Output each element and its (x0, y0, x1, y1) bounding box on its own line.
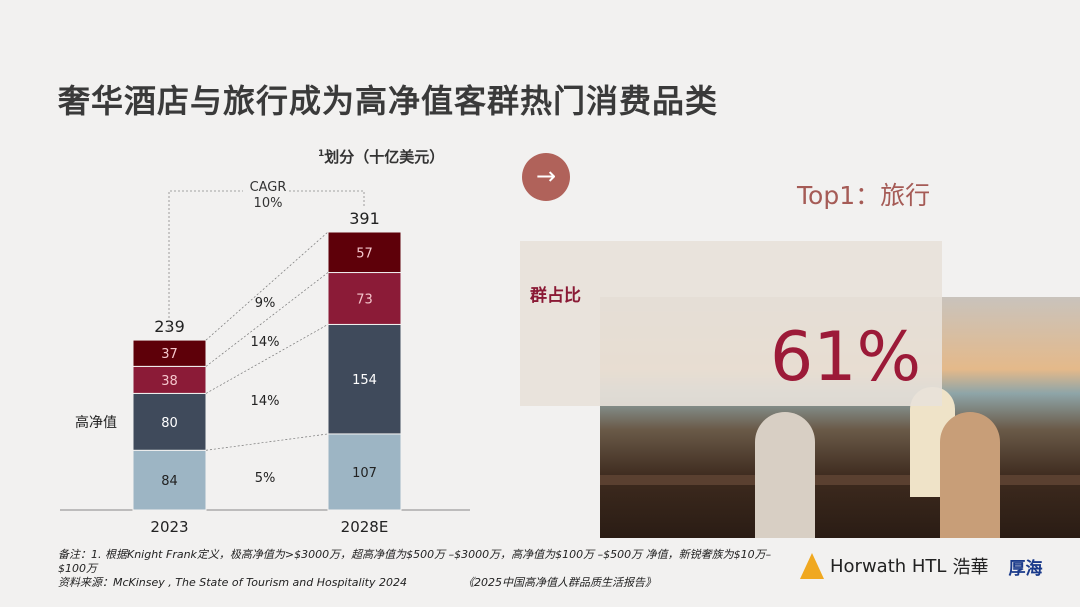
overlay-panel (520, 241, 942, 406)
share-value: 61% (770, 318, 922, 397)
page-title: 奢华酒店与旅行成为高净值客群热门消费品类 (58, 82, 719, 120)
total-label: 239 (154, 317, 185, 336)
logos: Horwath HTL 浩華 厚海 (800, 553, 1042, 579)
bar-segment (327, 323, 402, 435)
horwath-logo-icon (800, 553, 824, 579)
category-label: 2023 (150, 518, 188, 536)
source: 资料来源：McKinsey , The State of Tourism and… (58, 576, 407, 589)
footnote-cont: $100万 (58, 562, 97, 575)
segment-label: 107 (352, 466, 377, 481)
logo-horwath-cn: 浩華 (952, 557, 989, 578)
bar-segment (327, 433, 402, 511)
segment-label: 73 (356, 292, 373, 307)
total-label: 391 (349, 209, 380, 228)
headline: Top1：旅行 (797, 181, 931, 210)
segment-label: 37 (161, 347, 178, 362)
report-name: 《2025中国高净值人群品质生活报告》 (463, 576, 656, 589)
growth-connector (205, 231, 329, 341)
bar-segment (132, 339, 207, 367)
growth-connector (205, 324, 329, 394)
segment-label: 80 (161, 416, 178, 431)
cagr-bracket (168, 190, 365, 330)
growth-connector (205, 272, 329, 367)
growth-label: 14% (251, 394, 280, 409)
growth-label: 14% (251, 335, 280, 350)
footnote: 备注：1. 根据Knight Frank定义，极高净值为>$3000万，超高净值… (58, 548, 772, 561)
segment-label: 84 (161, 474, 178, 489)
segment-label: 57 (356, 246, 373, 261)
bar-segment (132, 449, 207, 511)
share-label: 群占比 (530, 286, 581, 306)
bar-segment (132, 365, 207, 394)
segment-label: 154 (352, 373, 377, 388)
segment-label: 38 (161, 374, 178, 389)
category-label: 2028E (341, 518, 389, 536)
growth-label: 5% (255, 471, 276, 486)
logo-horwath: Horwath HTL (830, 555, 947, 577)
cagr-value: 10% (254, 196, 283, 211)
logo-houhai: 厚海 (1008, 558, 1043, 579)
bar-segment (327, 272, 402, 325)
cagr-label: CAGR (250, 180, 287, 195)
growth-label: 9% (255, 296, 276, 311)
stacked-bar-chart: 84 80 38 37 239 2023 107 154 73 57 391 2028E 5% 14% 14… (60, 180, 470, 536)
arrow-right-icon: → (522, 153, 570, 201)
bar-segment (327, 231, 402, 274)
bar-segment (132, 392, 207, 451)
series-label: 高净值 (75, 414, 117, 431)
growth-connector (205, 433, 329, 451)
chart-unit: 1划分（十亿美元） (318, 148, 445, 166)
